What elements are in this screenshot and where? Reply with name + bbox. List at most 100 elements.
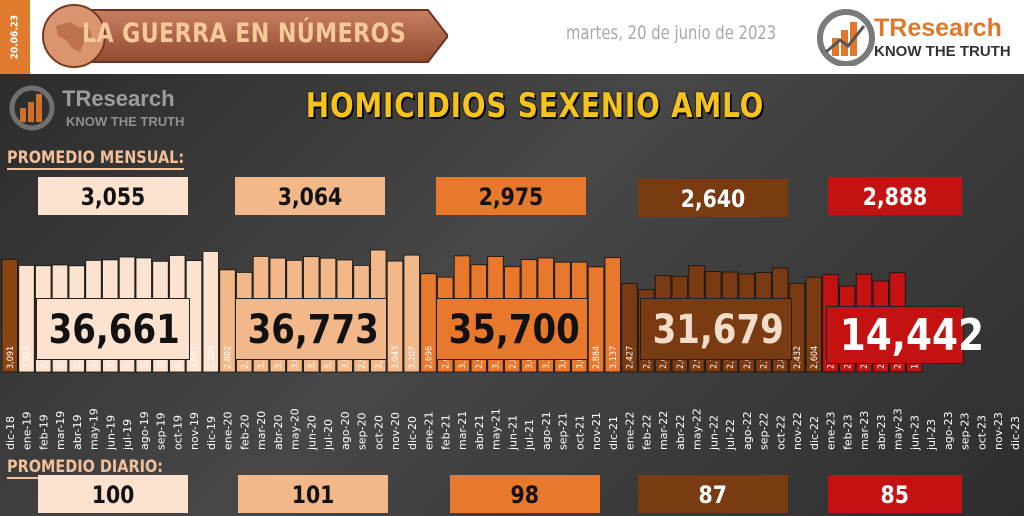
month-label-ene-21: ene-21 <box>423 412 436 450</box>
month-label-may-19: may-19 <box>88 408 101 450</box>
monthly-avg-2020: 3,064 <box>235 177 385 215</box>
month-label-ene-22: ene-22 <box>624 412 637 450</box>
month-label-ene-20: ene-20 <box>222 412 235 450</box>
value-label-ene-19: 2,924 <box>23 346 33 369</box>
month-label-mar-21: mar-21 <box>456 411 469 450</box>
bar-ene-22 <box>621 283 638 373</box>
header-date: martes, 20 de junio de 2023 <box>566 22 777 44</box>
bar-nov-21 <box>587 266 605 373</box>
month-label-sep-22: sep-22 <box>758 413 771 450</box>
bar-nov-20 <box>386 260 404 373</box>
value-label-dic-19: 3,309 <box>207 346 217 369</box>
month-label-mar-23: mar-23 <box>858 411 871 450</box>
daily-avg-2021: 98 <box>450 475 600 513</box>
month-label-sep-19: sep-19 <box>155 413 168 450</box>
value-label-ene-22: 2,427 <box>626 346 636 369</box>
month-label-sep-21: sep-21 <box>557 413 570 450</box>
bar-dic-19 <box>202 250 219 373</box>
month-label-jul-22: jul-22 <box>724 419 737 451</box>
month-label-abr-22: abr-22 <box>674 414 687 450</box>
monthly-average-label: PROMEDIO MENSUAL: <box>7 148 185 170</box>
month-label-oct-19: oct-19 <box>171 415 184 450</box>
month-label-nov-23: nov-23 <box>992 412 1005 450</box>
month-label-dic-23: dic-23 <box>1009 416 1022 450</box>
month-label-abr-20: abr-20 <box>272 414 285 450</box>
month-label-nov-20: nov-20 <box>389 412 402 450</box>
month-label-may-22: may-22 <box>691 408 704 450</box>
header-bar: 20.06.23 LA GUERRA EN NÚMEROS martes, 20… <box>0 0 1024 74</box>
value-label-dic-18: 3,091 <box>6 346 16 369</box>
value-label-dic-20: 3,207 <box>408 346 418 369</box>
month-label-feb-20: feb-20 <box>238 414 251 450</box>
month-label-ago-19: ago-19 <box>138 411 151 450</box>
month-label-ene-19: ene-19 <box>21 412 34 450</box>
total-2023: 14,442 <box>826 306 984 364</box>
total-2019: 36,661 <box>36 298 190 360</box>
month-label-abr-23: abr-23 <box>875 414 888 450</box>
month-label-ago-20: ago-20 <box>339 411 352 450</box>
monthly-avg-2019: 3,055 <box>38 177 188 215</box>
bar-dic-20 <box>403 254 420 373</box>
month-label-jul-23: jul-23 <box>925 419 938 451</box>
month-label-mar-19: mar-19 <box>54 411 67 450</box>
month-label-jul-20: jul-20 <box>322 419 335 451</box>
month-label-nov-19: nov-19 <box>188 412 201 450</box>
month-label-jun-21: jun-21 <box>506 415 519 451</box>
month-label-mar-22: mar-22 <box>657 411 670 450</box>
banner-title: LA GUERRA EN NÚMEROS <box>82 18 407 49</box>
month-label-dic-19: dic-19 <box>205 416 218 450</box>
value-label-nov-22: 2,432 <box>793 346 803 369</box>
month-label-sep-23: sep-23 <box>959 413 972 450</box>
month-label-oct-21: oct-21 <box>573 415 586 450</box>
month-label-jul-19: jul-19 <box>121 419 134 451</box>
value-label-nov-19: 3,057 <box>190 346 200 369</box>
bar-dic-18 <box>1 258 18 373</box>
month-label-ene-23: ene-23 <box>825 412 838 450</box>
month-label-nov-22: nov-22 <box>791 412 804 450</box>
month-label-sep-20: sep-20 <box>356 413 369 450</box>
tresearch-logo: TResearch KNOW THE TRUTH <box>817 9 1011 66</box>
date-strip: 20.06.23 <box>0 0 30 74</box>
month-label-oct-23: oct-23 <box>975 415 988 450</box>
monthly-avg-2022: 2,640 <box>638 179 788 217</box>
value-label-dic-22: 2,604 <box>810 346 820 369</box>
daily-avg-2019: 100 <box>38 475 188 513</box>
month-label-abr-21: abr-21 <box>473 414 486 450</box>
logo-name: TResearch <box>874 14 1002 42</box>
month-label-nov-21: nov-21 <box>590 412 603 450</box>
logo-tagline: KNOW THE TRUTH <box>874 43 1011 60</box>
bar-dic-21 <box>604 257 621 373</box>
month-label-jun-22: jun-22 <box>707 415 720 451</box>
month-label-dic-21: dic-21 <box>607 416 620 450</box>
monthly-avg-2023: 2,888 <box>828 177 962 215</box>
banner <box>42 4 448 68</box>
month-label-may-23: may-23 <box>892 408 905 450</box>
month-label-dic-22: dic-22 <box>808 416 821 450</box>
month-label-jul-21: jul-21 <box>523 419 536 451</box>
total-2022: 31,679 <box>640 298 792 360</box>
total-2020: 36,773 <box>235 298 387 360</box>
month-label-jun-20: jun-20 <box>305 415 318 451</box>
total-2021: 35,700 <box>436 298 588 360</box>
month-label-jun-23: jun-23 <box>908 415 921 451</box>
chart-title: HOMICIDIOS SEXENIO AMLO <box>305 86 765 126</box>
month-label-oct-20: oct-20 <box>372 415 385 450</box>
daily-avg-2022: 87 <box>638 475 788 513</box>
month-label-ago-22: ago-22 <box>741 411 754 450</box>
bar-ene-19 <box>18 265 35 373</box>
value-label-nov-20: 3,043 <box>391 346 401 369</box>
month-label-mar-20: mar-20 <box>255 411 268 450</box>
month-label-ago-21: ago-21 <box>540 411 553 450</box>
month-label-feb-23: feb-23 <box>841 414 854 450</box>
value-label-dic-21: 3,137 <box>609 346 619 369</box>
month-label-may-20: may-20 <box>289 408 302 450</box>
month-label-feb-22: feb-22 <box>640 414 653 450</box>
watermark-name: TResearch <box>62 86 175 111</box>
bar-dic-22 <box>805 276 822 373</box>
watermark-tagline: KNOW THE TRUTH <box>66 114 184 129</box>
month-label-ago-23: ago-23 <box>942 411 955 450</box>
value-label-ene-20: 2,802 <box>224 346 234 369</box>
month-label-jun-19: jun-19 <box>104 415 117 451</box>
